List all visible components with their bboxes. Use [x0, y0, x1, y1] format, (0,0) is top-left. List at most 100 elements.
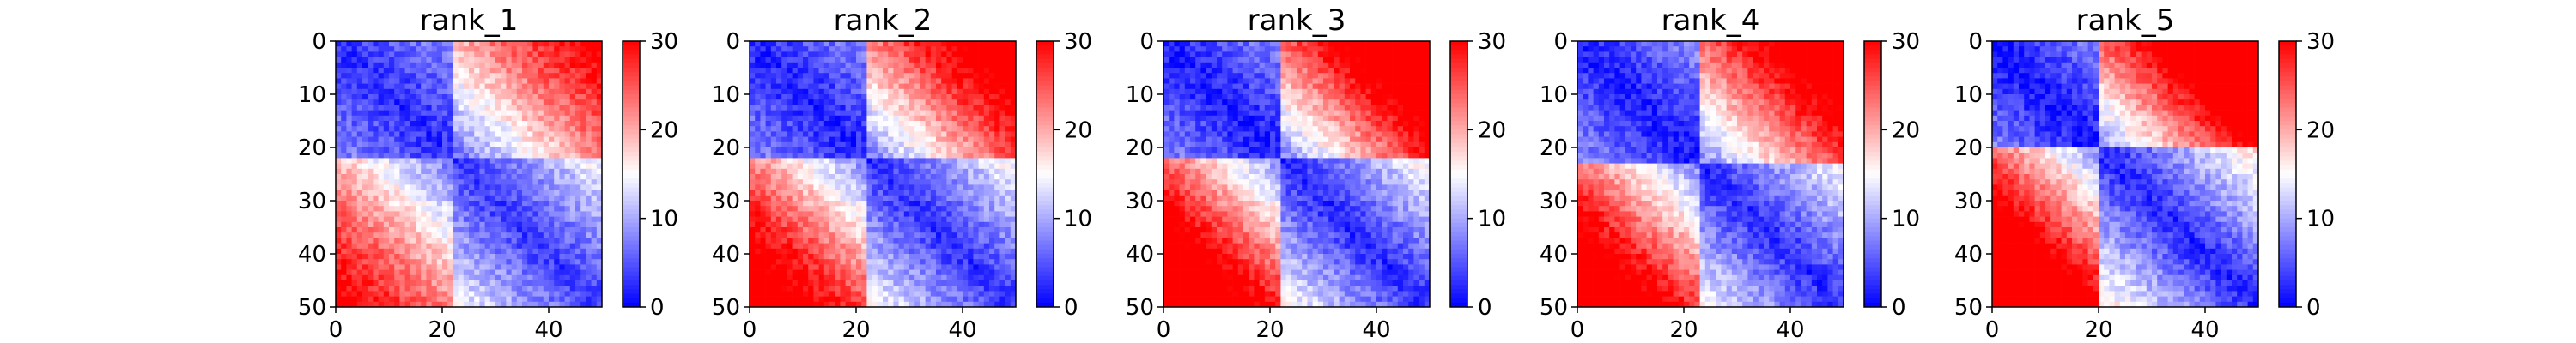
- heatmap-cell: [893, 78, 899, 84]
- heatmap-cell: [596, 153, 603, 159]
- heatmap-cell: [787, 243, 793, 250]
- heatmap-cell: [511, 78, 518, 84]
- heatmap-cell: [770, 291, 777, 297]
- heatmap-cell: [951, 248, 958, 255]
- heatmap-cell: [850, 51, 857, 57]
- heatmap-cell: [823, 73, 830, 79]
- heatmap-cell: [1005, 232, 1012, 238]
- heatmap-cell: [596, 41, 603, 47]
- heatmap-cell: [410, 147, 416, 153]
- heatmap-cell: [356, 158, 363, 164]
- heatmap-cell: [840, 110, 846, 117]
- heatmap-cell: [383, 211, 390, 217]
- heatmap-cell: [378, 110, 385, 117]
- heatmap-cell: [765, 153, 772, 159]
- heatmap-cell: [888, 201, 894, 207]
- heatmap-cell: [527, 179, 533, 185]
- heatmap-cell: [489, 221, 496, 228]
- heatmap-cell: [373, 269, 379, 276]
- heatmap-cell: [941, 115, 947, 122]
- heatmap-cell: [351, 254, 358, 260]
- heatmap-cell: [575, 206, 581, 212]
- heatmap-cell: [421, 41, 427, 47]
- heatmap-cell: [564, 68, 571, 74]
- heatmap-cell: [591, 126, 598, 132]
- heatmap-cell: [755, 46, 761, 52]
- heatmap-cell: [787, 206, 793, 212]
- heatmap-cell: [596, 168, 603, 175]
- heatmap-cell: [951, 121, 958, 127]
- heatmap-cell: [447, 168, 453, 175]
- heatmap-cell: [989, 227, 995, 233]
- heatmap-cell: [549, 238, 555, 244]
- heatmap-cell: [909, 99, 915, 105]
- heatmap-cell: [527, 216, 533, 223]
- heatmap-cell: [999, 184, 1005, 190]
- heatmap-cell: [591, 280, 598, 286]
- heatmap-cell: [442, 88, 448, 95]
- heatmap-cell: [866, 179, 872, 185]
- heatmap-cell: [760, 238, 766, 244]
- heatmap-cell: [936, 88, 942, 95]
- heatmap-cell: [596, 94, 603, 100]
- heatmap-cell: [580, 280, 586, 286]
- heatmap-cell: [829, 88, 835, 95]
- heatmap-cell: [373, 41, 379, 47]
- heatmap-cell: [1010, 41, 1017, 47]
- heatmap-cell: [373, 163, 379, 170]
- heatmap-cell: [469, 269, 475, 276]
- heatmap-cell: [818, 291, 825, 297]
- heatmap-cell: [336, 105, 342, 111]
- heatmap-cell: [930, 62, 937, 69]
- heatmap-cell: [765, 280, 772, 286]
- heatmap-cell: [458, 121, 465, 127]
- heatmap-cell: [883, 286, 889, 292]
- heatmap-cell: [564, 174, 571, 180]
- heatmap-cell: [920, 269, 926, 276]
- heatmap-cell: [404, 73, 411, 79]
- heatmap-cell: [813, 168, 819, 175]
- heatmap-cell: [946, 259, 952, 265]
- heatmap-cell: [373, 254, 379, 260]
- colorbar-segment: [623, 89, 640, 95]
- heatmap-cell: [463, 301, 470, 308]
- heatmap-cell: [973, 121, 979, 127]
- heatmap-cell: [941, 62, 947, 69]
- heatmap-cell: [861, 147, 867, 153]
- heatmap-cell: [489, 206, 496, 212]
- heatmap-cell: [893, 57, 899, 63]
- heatmap-cell: [989, 147, 995, 153]
- heatmap-cell: [410, 174, 416, 180]
- heatmap-cell: [559, 68, 565, 74]
- heatmap-cell: [866, 141, 872, 148]
- colorbar-segment: [623, 218, 640, 224]
- heatmap-cell: [893, 115, 899, 122]
- heatmap-cell: [416, 286, 422, 292]
- heatmap-cell: [808, 280, 814, 286]
- heatmap-cell: [760, 269, 766, 276]
- heatmap-cell: [564, 126, 571, 132]
- heatmap-cell: [447, 163, 453, 170]
- heatmap-cell: [803, 121, 809, 127]
- heatmap-cell: [436, 57, 443, 63]
- heatmap-cell: [399, 88, 405, 95]
- heatmap-cell: [389, 46, 395, 52]
- heatmap-cell: [989, 94, 995, 100]
- heatmap-cell: [770, 158, 777, 164]
- heatmap-cell: [994, 206, 1000, 212]
- heatmap-cell: [968, 78, 974, 84]
- heatmap-cell: [458, 274, 465, 281]
- heatmap-cell: [559, 201, 565, 207]
- heatmap-cell: [368, 274, 374, 281]
- heatmap-cell: [808, 115, 814, 122]
- heatmap-cell: [368, 195, 374, 202]
- heatmap-cell: [968, 248, 974, 255]
- heatmap-cell: [442, 221, 448, 228]
- heatmap-cell: [431, 259, 438, 265]
- heatmap-cell: [591, 158, 598, 164]
- heatmap-cell: [458, 206, 465, 212]
- heatmap-cell: [925, 238, 932, 244]
- heatmap-cell: [861, 121, 867, 127]
- heatmap-cell: [431, 280, 438, 286]
- heatmap-cell: [946, 99, 952, 105]
